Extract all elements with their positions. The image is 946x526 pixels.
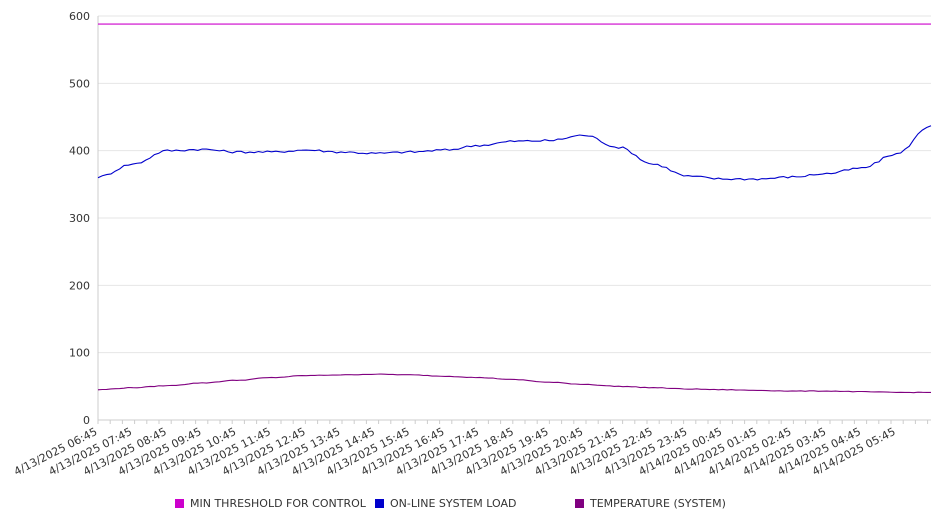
legend-item[interactable]: ON-LINE SYSTEM LOAD (375, 497, 516, 510)
y-tick-label: 0 (83, 414, 90, 427)
legend: MIN THRESHOLD FOR CONTROL ON-LINE SYSTEM … (0, 497, 946, 517)
legend-item[interactable]: TEMPERATURE (SYSTEM) (575, 497, 726, 510)
legend-swatch (175, 499, 184, 508)
legend-swatch (375, 499, 384, 508)
series-line-1 (97, 125, 932, 181)
series-lines (97, 23, 932, 394)
y-tick-label: 500 (69, 77, 90, 90)
axes (97, 16, 931, 424)
y-tick-label: 100 (69, 347, 90, 360)
y-tick-label: 200 (69, 279, 90, 292)
legend-label: MIN THRESHOLD FOR CONTROL (190, 497, 366, 510)
grid (98, 15, 931, 354)
y-tick-label: 400 (69, 145, 90, 158)
legend-label: ON-LINE SYSTEM LOAD (390, 497, 517, 510)
y-tick-label: 600 (69, 10, 90, 23)
y-tick-label: 300 (69, 212, 90, 225)
legend-item[interactable]: MIN THRESHOLD FOR CONTROL (175, 497, 366, 510)
legend-swatch (575, 499, 584, 508)
legend-label: TEMPERATURE (SYSTEM) (590, 497, 726, 510)
series-line-2 (97, 373, 931, 394)
